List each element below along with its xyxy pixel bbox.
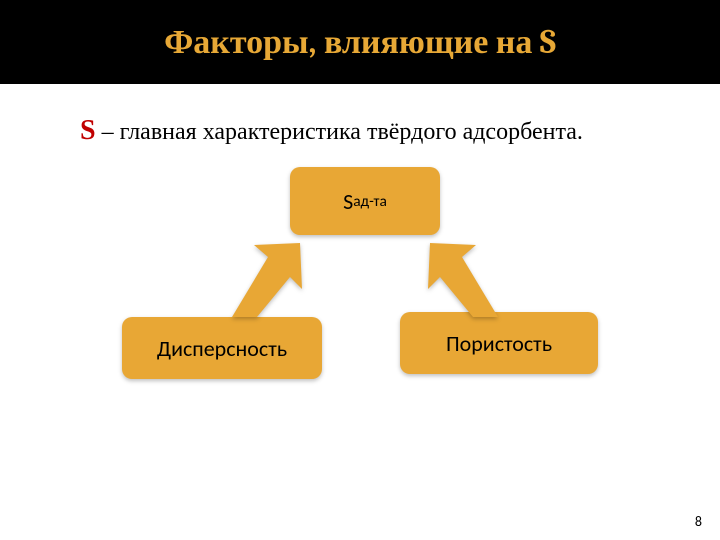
s-symbol: S	[80, 115, 96, 146]
arrow-right-to-top	[418, 227, 508, 327]
page-number: 8	[695, 513, 702, 530]
slide-header: Факторы, влияющие на S	[0, 0, 720, 84]
slide-title: Факторы, влияющие на S	[164, 22, 556, 62]
node-right-label: Пористость	[446, 330, 552, 357]
factors-diagram: Sад-та Дисперсность Пористость	[0, 157, 720, 457]
body-text: S – главная характеристика твёрдого адсо…	[0, 84, 720, 157]
node-top-main: S	[343, 188, 353, 215]
node-left-label: Дисперсность	[157, 335, 287, 362]
node-s-adta: Sад-та	[290, 167, 440, 235]
node-top-sub: ад-та	[353, 192, 387, 211]
definition-text: – главная характеристика твёрдого адсорб…	[96, 119, 583, 145]
arrow-left-to-top	[222, 227, 312, 327]
